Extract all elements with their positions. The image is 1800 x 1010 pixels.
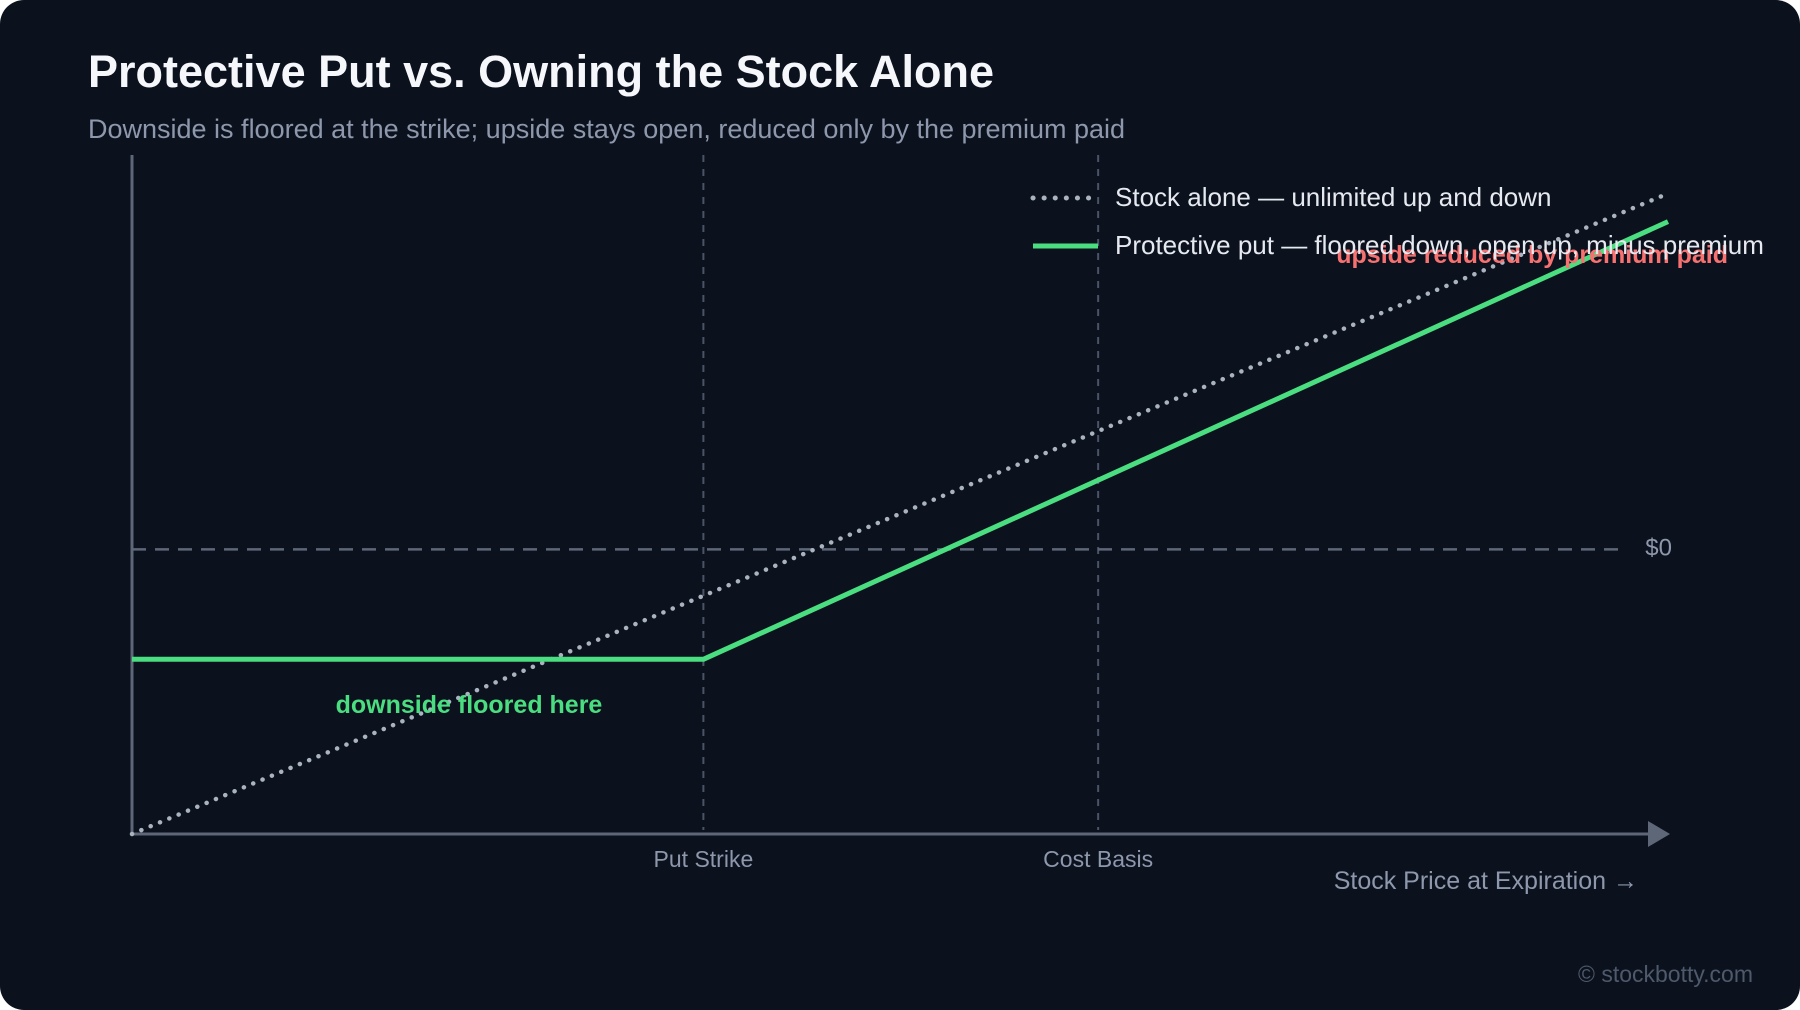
legend-label-put: Protective put — floored down, open up, … — [1115, 230, 1764, 260]
protective-put-line — [132, 219, 1670, 662]
x-axis-arrowhead — [1648, 821, 1670, 847]
zero-reference-label: $0 — [1645, 535, 1672, 562]
credit-footer: © stockbotty.com — [1577, 961, 1753, 987]
tick-label-put-strike: Put Strike — [654, 846, 754, 872]
tick-label-cost-basis: Cost Basis — [1043, 846, 1153, 872]
legend-label-stock: Stock alone — unlimited up and down — [1115, 182, 1552, 212]
downside-floor-annotation: downside floored here — [336, 691, 603, 719]
stock-alone-line — [129, 191, 1671, 837]
chart-subtitle: Downside is floored at the strike; upsid… — [88, 114, 1126, 144]
premium-annotation: upside reduced by premium paid — [1336, 241, 1728, 269]
x-axis-label: Stock Price at Expiration → — [1334, 867, 1638, 895]
legend: Stock alone — unlimited up and down Prot… — [1030, 182, 1764, 260]
chart-title: Protective Put vs. Owning the Stock Alon… — [88, 46, 994, 97]
